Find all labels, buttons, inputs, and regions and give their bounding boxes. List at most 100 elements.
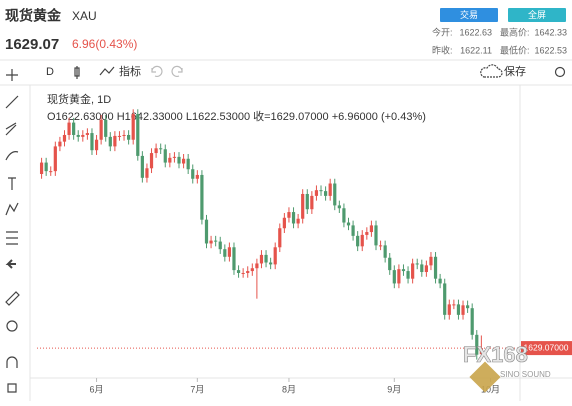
ohlc-label: O1622.63000 H1642.33000 L1622.53000 收=16… (47, 109, 426, 123)
candle-body (181, 158, 186, 164)
x-tick-label: 7月 (190, 384, 204, 394)
candle-body (259, 254, 264, 264)
x-tick-label: 9月 (387, 384, 401, 394)
watermark-tagline: SINO SOUND (500, 370, 551, 379)
candle-body (269, 262, 273, 265)
candle-body (172, 156, 177, 158)
candle-body (163, 149, 167, 163)
candle-body (122, 134, 126, 136)
candle-body (246, 271, 250, 273)
watermark: FX168 SINO SOUND (463, 342, 551, 393)
candle-body (131, 114, 135, 140)
candle-body (420, 264, 424, 273)
candle-body (438, 278, 442, 284)
candle-body (81, 134, 85, 137)
candle-body (328, 183, 332, 196)
candle-body (76, 134, 80, 137)
price: 1629.07 (5, 36, 59, 53)
undo-icon[interactable] (151, 65, 163, 77)
candle-body (127, 134, 131, 140)
candle-body (282, 217, 286, 229)
left-toolbar[interactable] (5, 69, 20, 393)
candle-body (140, 155, 144, 178)
x-tick-label: 10月 (481, 384, 500, 394)
candle-body (383, 245, 387, 258)
candle-body (58, 141, 62, 147)
candle-body (337, 205, 341, 209)
candle-body (278, 228, 282, 248)
candle-body (108, 136, 112, 147)
candle-body (255, 263, 259, 269)
candle-body (456, 304, 461, 315)
candle-body (365, 232, 369, 235)
title: 现货黄金 (5, 8, 62, 24)
candle-body (301, 193, 305, 219)
legend-title: 现货黄金, 1D (47, 92, 111, 106)
candle-body (177, 156, 181, 164)
indicator-icon[interactable] (99, 66, 115, 76)
trade-label[interactable]: 交易 (460, 9, 478, 20)
candle-body (168, 157, 172, 163)
indicators-button[interactable]: 指标 (119, 64, 141, 78)
candle-body (392, 270, 396, 284)
candle-body (44, 162, 48, 172)
last-price-tag (521, 341, 572, 356)
candle-body (136, 114, 140, 156)
candle-body (209, 240, 213, 244)
candle-body (94, 139, 99, 151)
candle-body (470, 308, 474, 335)
trade-button[interactable] (440, 8, 498, 22)
candle-body (241, 272, 245, 274)
watermark-brand: FX168 (463, 342, 528, 367)
cloud-icon[interactable] (480, 64, 503, 78)
candle-body (62, 134, 67, 142)
candle-body (397, 269, 401, 284)
candle-body (333, 183, 337, 206)
candle-body (319, 190, 323, 192)
fullscreen-label[interactable]: 全屏 (528, 9, 546, 20)
candle-body (264, 254, 268, 263)
candle-body (351, 225, 355, 236)
candle-body (232, 247, 236, 271)
candle-body (273, 247, 277, 265)
stat-label: 今开: (432, 26, 453, 37)
candle-icon[interactable] (74, 66, 80, 79)
change: 6.96(0.43%) (72, 37, 137, 51)
stat-value: 1622.53 (534, 45, 567, 55)
candle-body (443, 283, 447, 315)
symbol: XAU (72, 9, 97, 23)
stat-label: 昨收: (432, 44, 453, 55)
candle-body (475, 334, 479, 355)
candle-body (429, 256, 433, 266)
candle-body (433, 256, 438, 279)
candle-body (424, 265, 428, 273)
candle-body (369, 225, 374, 233)
candle-body (149, 153, 154, 169)
stat-label: 最低价: (500, 44, 530, 55)
redo-icon[interactable] (171, 65, 183, 77)
candle-body (67, 122, 71, 135)
candle-body (287, 212, 291, 218)
save-button[interactable]: 保存 (504, 64, 526, 78)
candle-body (378, 245, 383, 247)
stat-label: 最高价: (500, 26, 530, 37)
candle-body (53, 146, 57, 172)
candle-body (154, 148, 158, 154)
candle-body (388, 257, 392, 271)
candle-body (90, 133, 94, 151)
candle-body (466, 305, 470, 309)
interval-button[interactable]: D (46, 66, 54, 78)
last-price-label: 1629.07000 (524, 342, 569, 352)
candle-body (39, 162, 44, 174)
candle-body (323, 191, 328, 196)
candle-body (346, 222, 351, 226)
settings-icon[interactable] (554, 66, 566, 78)
plot: 6月 7月 8月 9月 10月 1629.07000 (37, 109, 572, 394)
fullscreen-button[interactable] (508, 8, 566, 22)
candle-body (113, 135, 117, 147)
candle-body (104, 119, 108, 137)
candle-body (415, 263, 419, 265)
candle-body (236, 270, 241, 273)
stat-value: 1622.11 (460, 45, 492, 55)
